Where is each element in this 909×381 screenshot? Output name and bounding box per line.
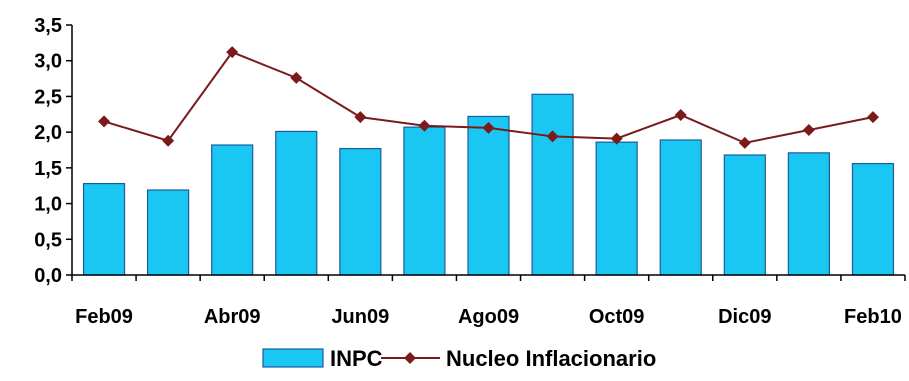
legend-swatch-inpc <box>262 348 324 368</box>
bar-oct09 <box>595 141 638 276</box>
bar-abr09 <box>211 144 254 276</box>
point-mar09 <box>162 134 175 147</box>
bar-feb10 <box>851 162 895 276</box>
legend-swatch-nucleo-marker <box>404 352 416 364</box>
line-layer <box>98 46 879 149</box>
point-jun09 <box>354 111 367 124</box>
point-ago09 <box>482 121 495 134</box>
y-tick-label: 2,5 <box>34 86 62 108</box>
bar-jul09 <box>403 126 446 276</box>
x-axis-ticks: Feb09 Abr09 Jun09 Ago09 Oct09 Dic09 Feb10 <box>71 275 906 328</box>
point-dic09 <box>738 136 751 149</box>
x-tick-label: Oct09 <box>589 306 645 328</box>
legend: INPC Nucleo Inflacionario <box>262 346 656 371</box>
point-abr09 <box>226 46 239 59</box>
point-sep09 <box>546 130 559 143</box>
bar-sep09 <box>531 93 574 276</box>
point-feb10 <box>866 111 879 124</box>
x-tick-label: Jun09 <box>331 306 389 328</box>
bar-nov09 <box>659 139 702 276</box>
axes-layer <box>71 25 905 276</box>
bar-mar09 <box>147 189 190 276</box>
y-tick-label: 3,5 <box>34 15 62 37</box>
point-jul09 <box>418 119 431 132</box>
legend-label-nucleo: Nucleo Inflacionario <box>446 346 656 371</box>
point-ene10 <box>802 124 815 136</box>
x-tick-label: Dic09 <box>718 306 771 328</box>
bar-jun09 <box>339 147 382 276</box>
bar-ago09 <box>467 115 510 276</box>
x-tick-label: Feb09 <box>75 306 133 328</box>
y-axis-ticks: 0,0 0,5 1,0 1,5 2,0 2,5 3,0 3,5 <box>34 15 72 287</box>
point-feb09 <box>98 115 111 128</box>
bar-ene10 <box>787 152 830 276</box>
y-tick-label: 0,0 <box>34 265 62 287</box>
point-may09 <box>290 71 303 84</box>
bar-feb09 <box>82 182 126 276</box>
bar-may09 <box>275 130 318 276</box>
x-tick-label: Abr09 <box>204 306 261 328</box>
y-tick-label: 3,0 <box>34 51 62 73</box>
x-tick-label: Feb10 <box>844 306 902 328</box>
x-tick-label: Ago09 <box>458 306 519 328</box>
bar-dic09 <box>723 154 766 276</box>
point-oct09 <box>610 132 623 145</box>
legend-label-inpc: INPC <box>330 346 383 371</box>
y-tick-label: 2,0 <box>34 122 62 144</box>
bars-layer <box>82 93 895 276</box>
y-tick-label: 1,5 <box>34 158 62 180</box>
y-tick-label: 0,5 <box>34 229 62 251</box>
y-tick-label: 1,0 <box>34 194 62 216</box>
point-nov09 <box>674 109 687 121</box>
